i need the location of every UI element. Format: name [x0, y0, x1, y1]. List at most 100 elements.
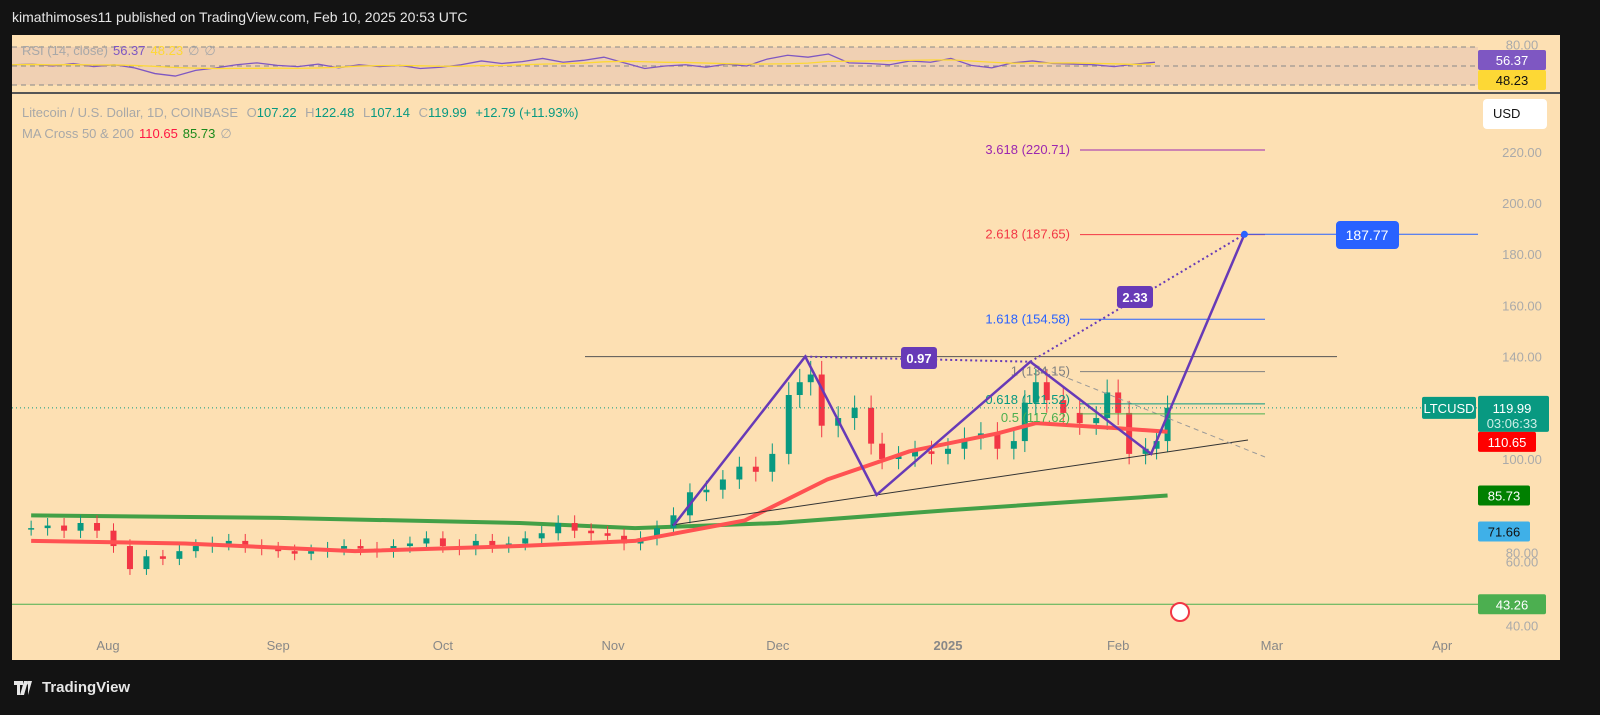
last-price-tag-bg	[1478, 395, 1549, 432]
x-tick-label: Nov	[602, 638, 626, 653]
x-tick-label: Feb	[1107, 638, 1129, 653]
candle-body	[1060, 400, 1067, 413]
high-value: 122.48	[314, 105, 355, 120]
y-tick-label: 220.00	[1502, 145, 1542, 160]
rsi-extra: ∅	[204, 43, 216, 58]
x-tick-label: Sep	[267, 638, 290, 653]
support-price-tag: 43.26	[1496, 597, 1529, 612]
candle-body	[28, 528, 35, 530]
fib-level-label: 1.618 (154.58)	[985, 311, 1070, 326]
candle-body	[472, 540, 479, 549]
candle-body	[357, 546, 364, 549]
ticker-tag: LTCUSD	[1423, 401, 1474, 416]
us-flag-event-icon	[1170, 602, 1190, 622]
candle-body	[796, 382, 803, 395]
candle-countdown: 03:06:33	[1487, 416, 1538, 431]
rsi-value-tag-bg	[1478, 50, 1546, 70]
candle-body	[818, 374, 825, 426]
candle-body	[928, 451, 935, 454]
candle-body	[225, 540, 232, 544]
candle-body	[769, 453, 776, 472]
candle-body	[868, 407, 875, 444]
candle-body	[785, 395, 792, 454]
candle-body	[94, 523, 101, 531]
harmonic-pattern-line	[672, 233, 1246, 527]
rsi-legend: RSI (14, close) 56.37 48.23 ∅ ∅	[22, 43, 221, 59]
high-label: H	[305, 105, 315, 120]
ratio-label-bg	[901, 347, 937, 369]
target-price-tag-bg	[1336, 221, 1399, 249]
low-label: L	[362, 105, 371, 120]
fib-level-label: 2.618 (187.65)	[985, 227, 1070, 242]
candle-body	[489, 540, 496, 547]
candle-body	[1010, 441, 1017, 449]
low-value: 107.14	[370, 105, 410, 120]
candle-body	[1115, 392, 1122, 413]
chart-area[interactable]: 80.00 56.37 48.23 40.00 60.00 80.00 100.00 140.…	[11, 35, 1560, 660]
support-price-tag-bg	[1478, 594, 1546, 615]
symbol-legend[interactable]: Litecoin / U.S. Dollar, 1D, COINBASE O10…	[22, 105, 584, 120]
footer: TradingView	[0, 660, 1600, 715]
candle-body	[110, 530, 117, 547]
candle-body	[1164, 407, 1171, 442]
candle-body	[1043, 382, 1050, 401]
ma-legend[interactable]: MA Cross 50 & 200 110.65 85.73 ∅	[22, 126, 237, 142]
open-label: O	[246, 105, 257, 120]
candle-body	[719, 479, 726, 490]
currency-button[interactable]: USD	[1483, 99, 1547, 129]
publisher-header: kimathimoses11 published on TradingView.…	[12, 9, 468, 25]
candle-body	[242, 540, 249, 547]
ratio-label-bg	[1117, 286, 1153, 308]
candle-body	[1032, 382, 1039, 403]
ma200-price-tag-bg	[1478, 485, 1530, 506]
candle-body	[1021, 402, 1028, 442]
candle-body	[736, 466, 743, 480]
rsi-value-tag: 56.37	[1496, 53, 1529, 68]
ma50-price-tag-bg	[1478, 431, 1536, 452]
open-value: 107.22	[256, 105, 297, 120]
x-tick-label: Oct	[433, 638, 454, 653]
candle-body	[159, 556, 166, 559]
candle-body	[538, 533, 545, 539]
x-tick-label: Mar	[1261, 638, 1284, 653]
candle-body	[944, 448, 951, 454]
y-tick-label: 180.00	[1502, 247, 1542, 262]
candle-body	[143, 556, 150, 570]
rsi-label: RSI (14, close)	[22, 43, 108, 58]
y-tick-label: 100.00	[1502, 452, 1542, 467]
rsi-ma-tag: 48.23	[1496, 73, 1529, 88]
price-chart[interactable]: 80.0056.3748.2340.0060.0080.00100.00140.…	[11, 35, 1560, 660]
candle-body	[961, 438, 968, 449]
candle-body	[522, 538, 529, 544]
rising-trendline	[671, 439, 1249, 526]
change-value: +12.79 (+11.93%)	[475, 105, 579, 120]
candle-body	[670, 515, 677, 529]
candle-body	[126, 546, 133, 570]
candle-body	[1104, 392, 1111, 419]
candle-body	[588, 530, 595, 534]
x-tick-label: Aug	[96, 638, 119, 653]
candle-body	[912, 451, 919, 457]
y-tick-label: 40.00	[1506, 618, 1539, 633]
y-tick-label: 80.00	[1506, 546, 1539, 561]
target-point	[1240, 230, 1248, 238]
crosshair-price-tag: 71.66	[1488, 525, 1521, 540]
close-label: C	[418, 105, 428, 120]
rsi-axis-label: 80.00	[1506, 38, 1539, 53]
brand-name: TradingView	[42, 679, 131, 696]
candle-body	[654, 528, 660, 539]
x-tick-label: Apr	[1432, 638, 1453, 653]
rsi-ma-tag-bg	[1478, 70, 1546, 90]
candle-body	[1142, 448, 1149, 454]
candle-body	[703, 489, 710, 493]
candle-body	[1126, 412, 1133, 454]
symbol-name: Litecoin / U.S. Dollar, 1D, COINBASE	[22, 105, 239, 120]
candle-body	[44, 525, 51, 529]
candle-body	[1076, 412, 1083, 424]
candle-body	[192, 546, 199, 552]
candle-body	[1153, 441, 1160, 449]
candle-body	[406, 543, 413, 547]
ma50-price-tag: 110.65	[1488, 435, 1527, 450]
candle-body	[1093, 418, 1100, 424]
ma50-line	[31, 421, 1168, 554]
